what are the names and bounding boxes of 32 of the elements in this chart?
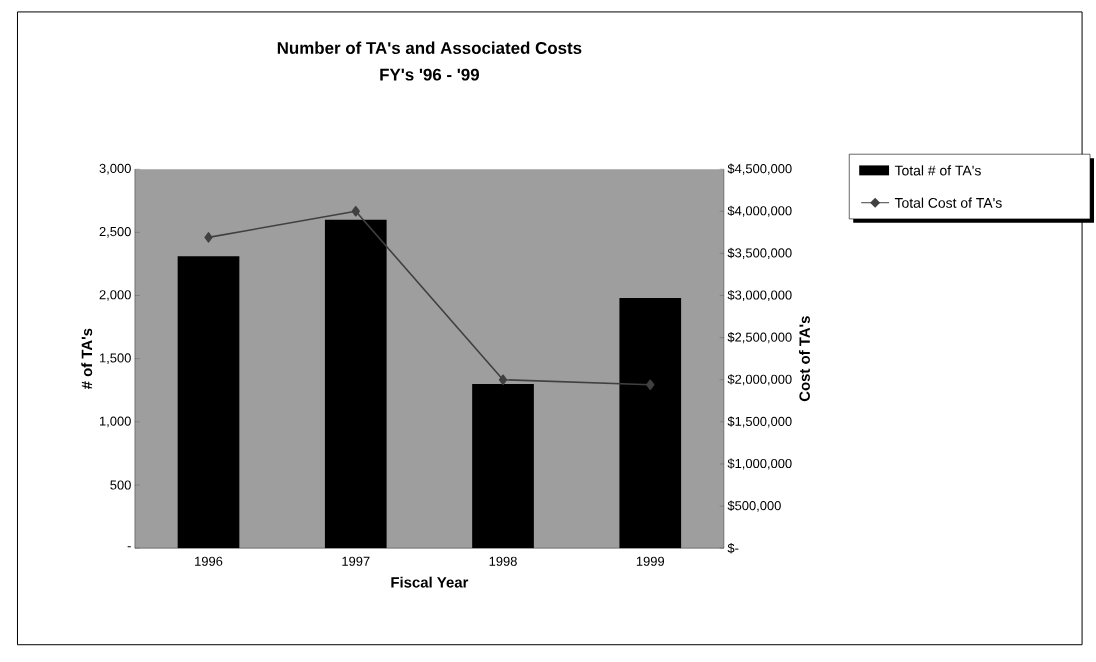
y2-tick-label: $500,000: [727, 500, 781, 512]
y2-tick-label: $3,000,000: [727, 290, 792, 302]
x-tick-label: 1997: [342, 556, 370, 567]
y-axis-title: # of TA's: [81, 328, 93, 390]
y-tick-label: 3,000: [99, 163, 131, 175]
point: [351, 206, 360, 217]
y2-tick-label: $4,500,000: [727, 163, 792, 175]
y-tick-label: 500: [110, 480, 131, 490]
chart-subtitle: FY's '96 - '99: [380, 68, 479, 81]
point: [646, 379, 655, 391]
y2-tick-label: $1,500,000: [727, 416, 792, 428]
y2-tick-label: $4,000,000: [727, 205, 792, 218]
y-tick-label: 2,500: [99, 227, 131, 238]
y-tick-label: -: [127, 546, 131, 548]
legend-label: Total Cost of TA's: [894, 197, 1002, 209]
y2-tick-label: $3,500,000: [727, 247, 792, 260]
y-tick-label: 1,500: [99, 353, 131, 365]
x-tick-label: 1998: [489, 556, 517, 567]
y-tick-label: 2,000: [99, 290, 131, 302]
y-tick-label: 1,000: [99, 416, 131, 428]
x-axis-title: Fiscal Year: [391, 576, 469, 588]
y2-tick-label: $2,500,000: [727, 332, 792, 344]
y2-axis-title: Cost of TA's: [798, 316, 810, 402]
chart-title: Number of TA's and Associated Costs: [277, 41, 582, 55]
point: [204, 232, 213, 243]
legend-label: Total # of TA's: [894, 165, 981, 176]
x-tick-label: 1996: [195, 556, 223, 567]
point: [498, 374, 508, 386]
y2-tick-label: $1,000,000: [727, 458, 792, 470]
x-tick-label: 1999: [636, 556, 665, 567]
y2-tick-label: $2,000,000: [727, 374, 792, 386]
y2-tick-label: $-: [727, 543, 739, 554]
